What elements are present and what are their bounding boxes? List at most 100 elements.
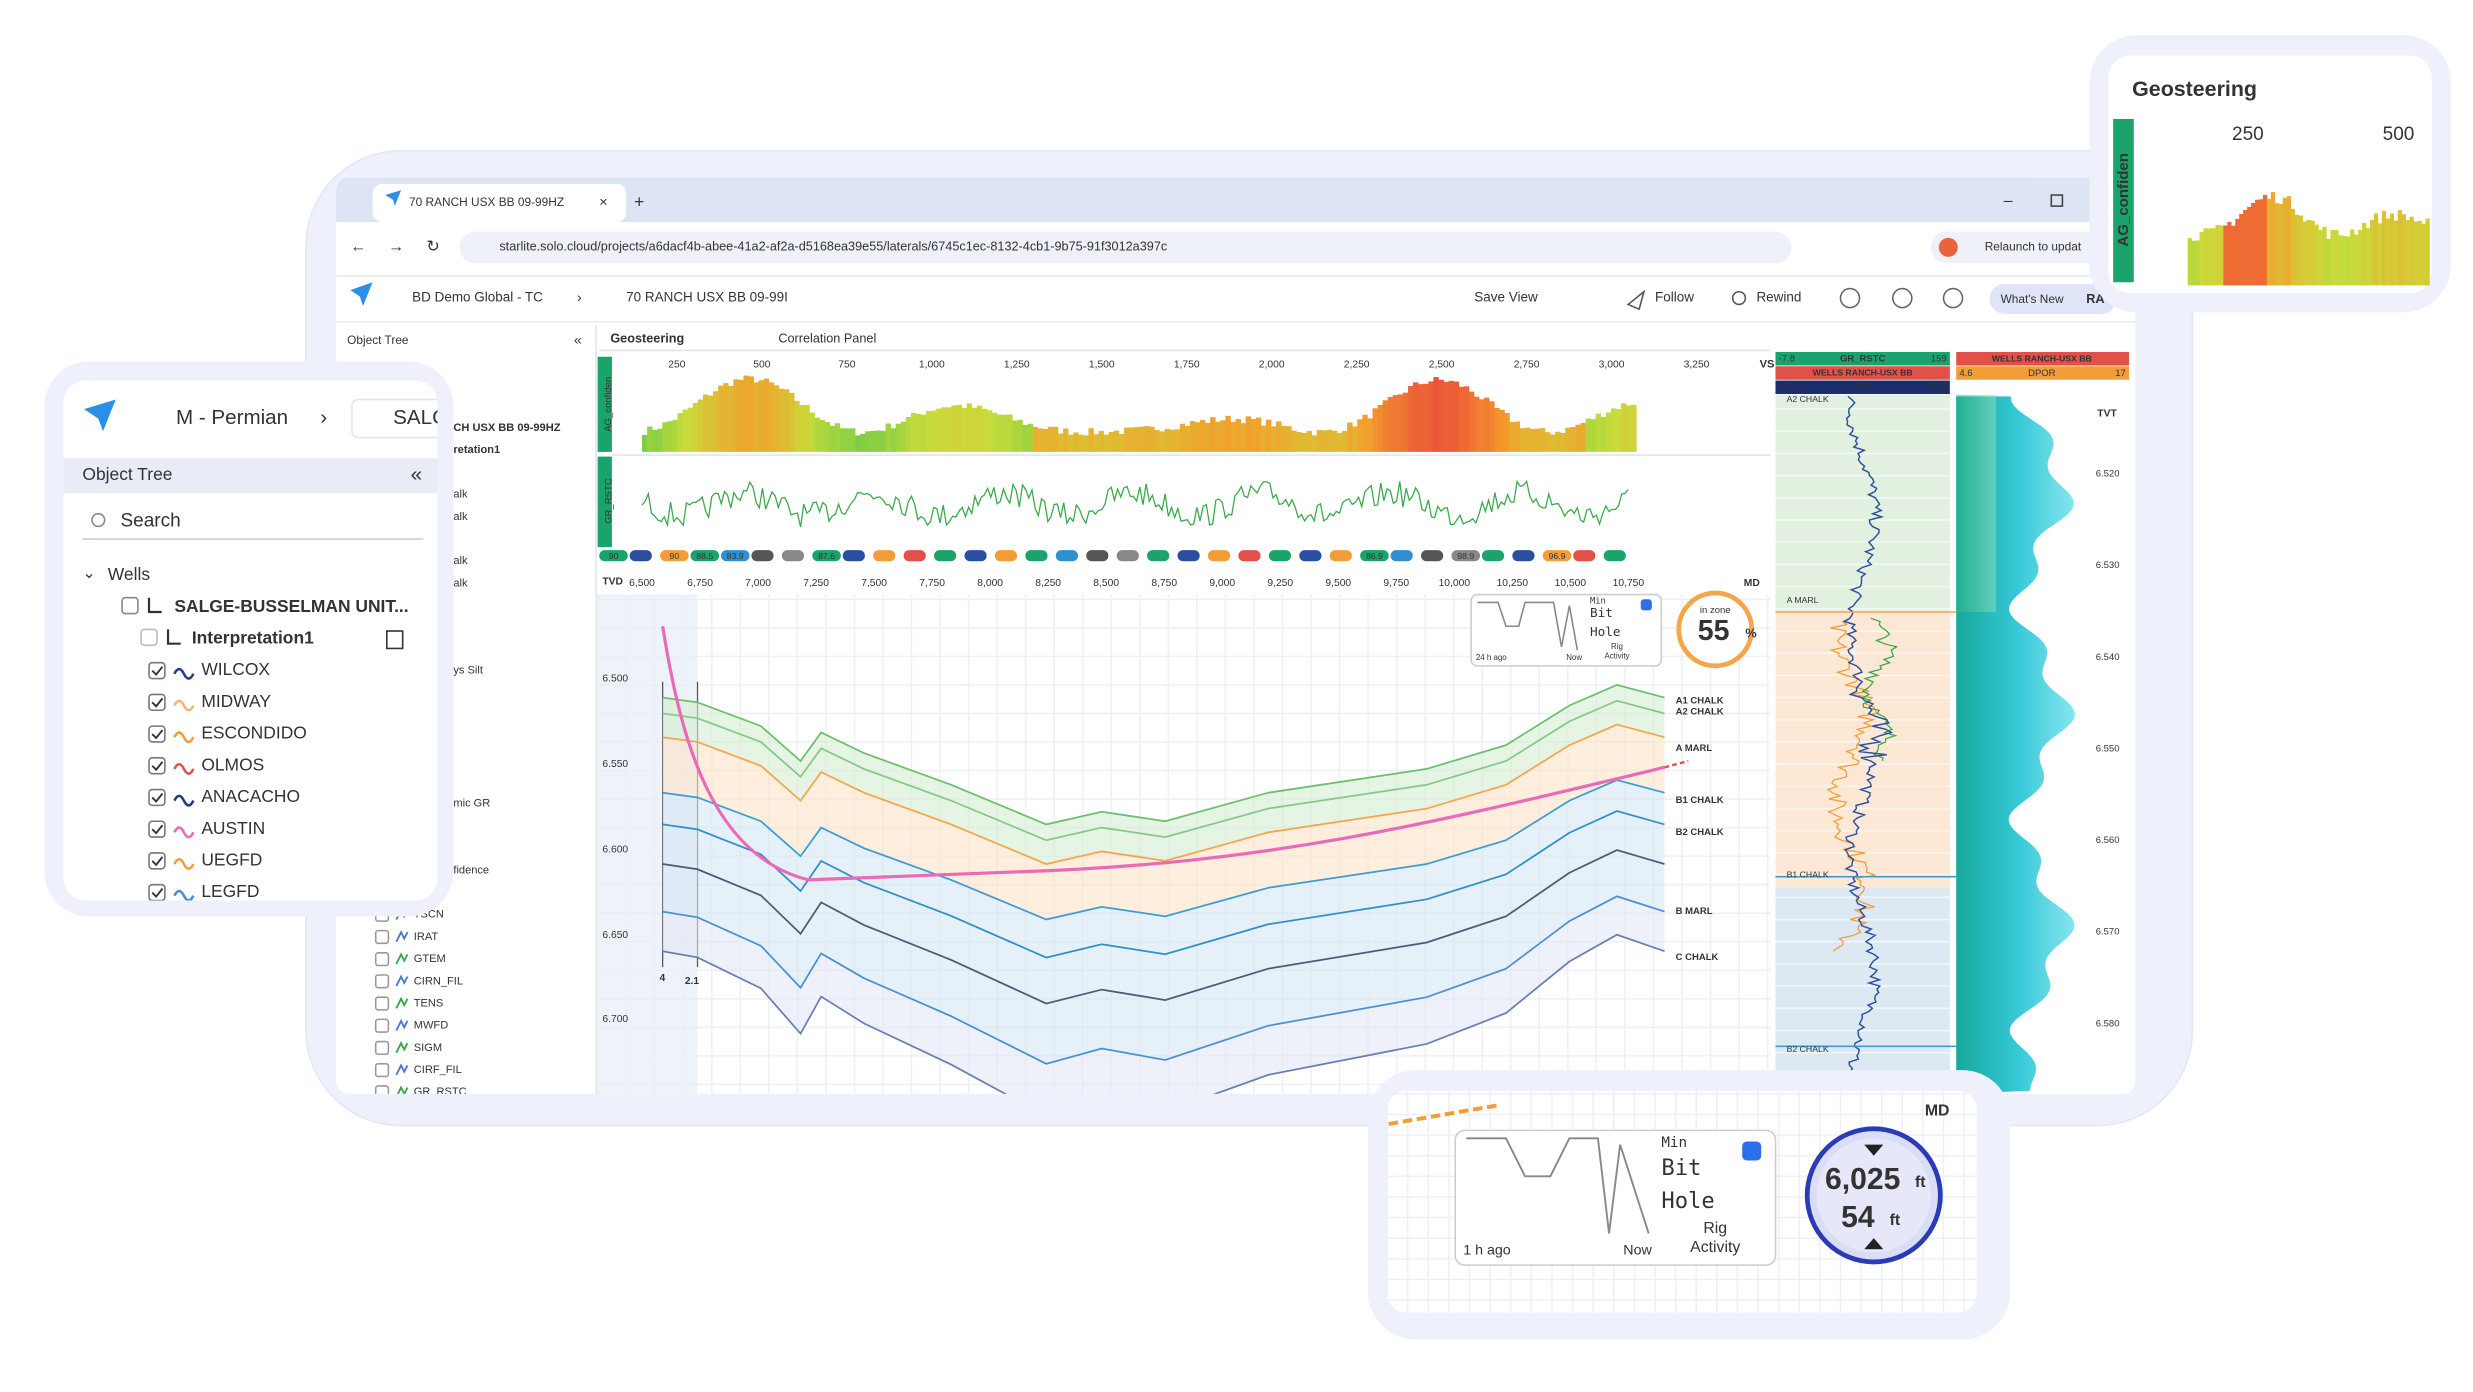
vs-tick: 1,500 (1089, 359, 1115, 370)
checkbox[interactable] (121, 596, 139, 615)
tab-title[interactable]: 70 RANCH USX BB 09-99HZ (409, 195, 564, 209)
save-view[interactable]: Save View (1474, 290, 1538, 305)
checkbox[interactable] (148, 725, 166, 743)
toolbar-icon[interactable] (1942, 287, 1964, 309)
formation[interactable]: WILCOX (201, 659, 270, 679)
confidence-bar (1453, 381, 1460, 452)
confidence-bar (2326, 238, 2331, 286)
checkbox[interactable] (374, 929, 390, 945)
rewind[interactable]: Rewind (1756, 290, 1801, 305)
curve-name[interactable]: CIRF_FIL (414, 1064, 462, 1076)
tab-correlation[interactable]: Correlation Panel (778, 332, 876, 346)
checkbox[interactable] (148, 883, 166, 901)
tab[interactable] (372, 183, 627, 223)
checkbox[interactable] (148, 788, 166, 807)
curve-icon (395, 974, 409, 987)
checkbox[interactable] (148, 757, 166, 775)
org-name[interactable]: BD Demo Global - TC (412, 290, 543, 305)
user-initials[interactable]: RA (2086, 292, 2104, 306)
confidence-bar (2306, 220, 2311, 286)
url[interactable]: starlite.solo.cloud/projects/a6dacf4b-ab… (499, 240, 1167, 254)
confidence-bar (1230, 421, 1236, 452)
well[interactable]: SALGE-BUSSELMAN UNIT... (174, 596, 408, 616)
checkbox[interactable] (148, 661, 166, 680)
tab-strip (336, 177, 2136, 223)
checkbox[interactable] (374, 1062, 390, 1078)
confidence-bar (1610, 408, 1617, 452)
confidence-bar (2310, 220, 2315, 286)
confidence-bar (642, 434, 648, 452)
confidence-bar (951, 405, 957, 452)
checkbox[interactable] (374, 974, 390, 989)
confidence-bar (1529, 428, 1536, 452)
zone-fill (662, 724, 1665, 920)
tree-label: alk (453, 511, 468, 523)
nav-button[interactable]: → (388, 239, 404, 256)
formation[interactable]: MIDWAY (201, 691, 271, 711)
interpretation[interactable]: Interpretation1 (192, 628, 314, 648)
formation[interactable]: LEGFD (201, 881, 259, 901)
checkbox[interactable] (148, 852, 166, 870)
confidence-bar (1205, 422, 1211, 452)
md-tick: 10,000 (1439, 578, 1471, 589)
confidence-bar (1103, 434, 1110, 452)
formation[interactable]: OLMOS (201, 754, 264, 774)
vs-tick: 250 (668, 359, 685, 370)
confidence-bar (758, 380, 765, 452)
confidence-bar (682, 409, 689, 452)
chip-label: 90 (670, 551, 680, 561)
checkbox[interactable] (374, 952, 390, 967)
confidence-bar (1037, 428, 1044, 452)
curve-name[interactable]: TENS (414, 997, 444, 1009)
checkbox[interactable] (374, 1085, 390, 1099)
checkbox[interactable] (148, 693, 166, 712)
confidence-bar (1484, 397, 1490, 452)
checkbox[interactable] (374, 1040, 390, 1056)
formation[interactable]: AUSTIN (201, 818, 265, 838)
nav-button[interactable]: ↻ (426, 239, 439, 256)
vs-tick: 1,250 (1004, 359, 1030, 370)
toolbar-icon[interactable] (1839, 287, 1861, 309)
checkbox[interactable] (140, 628, 158, 647)
confidence-bar (855, 435, 861, 452)
md-tick: 8,250 (1035, 578, 1061, 589)
curve-name[interactable]: SIGM (414, 1042, 442, 1054)
checkbox[interactable] (148, 820, 166, 838)
curve-name[interactable]: MWFD (414, 1020, 448, 1032)
follow[interactable]: Follow (1655, 290, 1694, 305)
formation[interactable]: UEGFD (201, 849, 262, 869)
horizon-line (662, 849, 1665, 1005)
log-min: 4.6 (1959, 368, 1972, 379)
confidence-bar (941, 407, 947, 452)
drill-card: MD Min Bit Hole Rig Activity 1 h ago Now 6,025 ft… (1387, 1090, 1977, 1313)
curve-name[interactable]: GR_RSTC (414, 1086, 467, 1098)
well-name[interactable]: 70 RANCH USX BB 09-99I (626, 290, 788, 305)
whats-new-pill[interactable] (1989, 283, 2117, 314)
curve-name[interactable]: IRAT (414, 931, 439, 943)
breadcrumb[interactable]: M - Permian (176, 406, 288, 429)
formation[interactable]: ANACACHO (201, 786, 300, 806)
confidence-bar (2258, 199, 2264, 286)
formation[interactable]: ESCONDIDO (201, 723, 307, 743)
confidence-bar (1159, 431, 1165, 452)
checkbox[interactable] (374, 996, 390, 1011)
relaunch-pill[interactable] (1930, 231, 2137, 264)
zone-chip (1207, 550, 1231, 562)
curve-name[interactable]: GTEM (414, 953, 446, 965)
chip-label: 86.9 (1366, 551, 1383, 561)
nav-button[interactable]: ← (350, 239, 366, 256)
curve-name[interactable]: CIRN_FIL (414, 975, 463, 987)
confidence-bar (1088, 428, 1094, 452)
whats-new[interactable]: What's New (2001, 292, 2064, 306)
project[interactable]: SALC (393, 406, 447, 429)
relaunch[interactable]: Relaunch to updat (1985, 240, 2082, 254)
checkbox[interactable] (374, 1018, 390, 1033)
tab-geosteering[interactable]: Geosteering (610, 332, 684, 346)
toolbar-icon[interactable] (1892, 287, 1913, 309)
wells[interactable]: Wells (108, 564, 151, 584)
search[interactable]: Search (120, 511, 180, 532)
confidence-bar (2298, 215, 2303, 286)
confidence-bar (2334, 229, 2339, 286)
md-tick: 10,750 (1613, 578, 1645, 589)
collapse[interactable]: « (411, 463, 422, 486)
